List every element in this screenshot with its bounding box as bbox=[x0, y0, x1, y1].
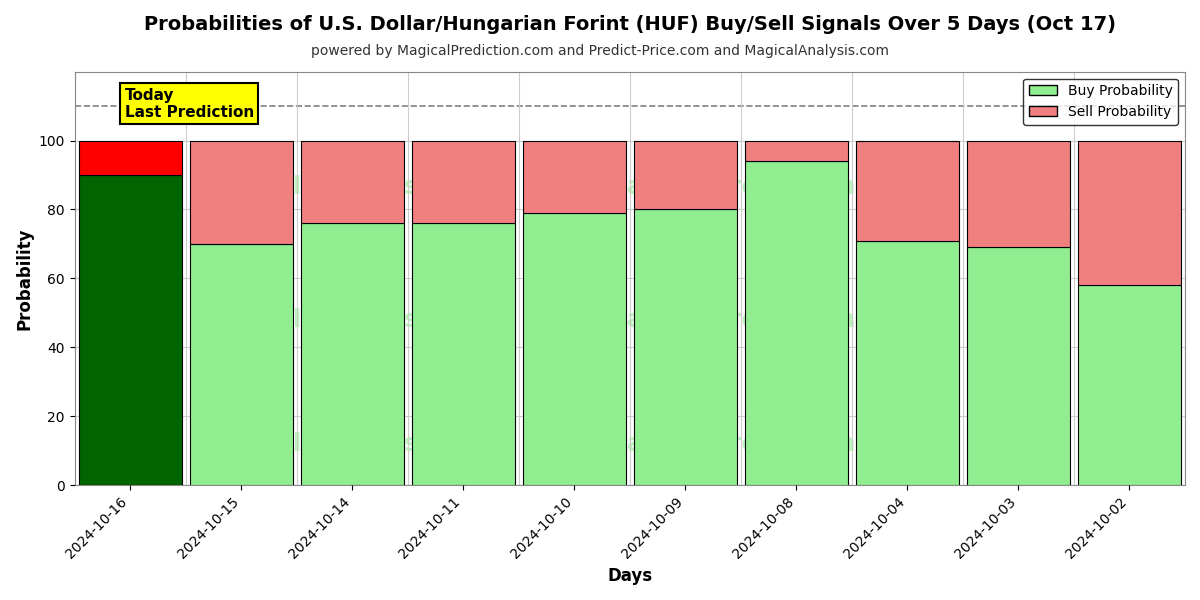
Bar bbox=[634, 140, 737, 209]
Bar bbox=[412, 223, 515, 485]
Bar bbox=[967, 247, 1070, 485]
Bar bbox=[523, 140, 626, 213]
Text: MagicalPrediction.com: MagicalPrediction.com bbox=[602, 175, 924, 199]
Text: MagicalPrediction.com: MagicalPrediction.com bbox=[602, 308, 924, 332]
Bar bbox=[190, 140, 293, 244]
Y-axis label: Probability: Probability bbox=[16, 227, 34, 329]
Text: powered by MagicalPrediction.com and Predict-Price.com and MagicalAnalysis.com: powered by MagicalPrediction.com and Pre… bbox=[311, 44, 889, 58]
Bar bbox=[1078, 286, 1181, 485]
Bar bbox=[412, 140, 515, 223]
Text: Today
Last Prediction: Today Last Prediction bbox=[125, 88, 254, 120]
Text: calAnalysis.com: calAnalysis.com bbox=[262, 308, 487, 332]
Bar bbox=[78, 140, 182, 175]
Legend: Buy Probability, Sell Probability: Buy Probability, Sell Probability bbox=[1024, 79, 1178, 125]
Bar bbox=[78, 175, 182, 485]
Text: MagicalPrediction.com: MagicalPrediction.com bbox=[602, 432, 924, 456]
Bar bbox=[745, 161, 848, 485]
Title: Probabilities of U.S. Dollar/Hungarian Forint (HUF) Buy/Sell Signals Over 5 Days: Probabilities of U.S. Dollar/Hungarian F… bbox=[144, 15, 1116, 34]
Bar bbox=[634, 209, 737, 485]
Text: calAnalysis.com: calAnalysis.com bbox=[262, 432, 487, 456]
X-axis label: Days: Days bbox=[607, 567, 653, 585]
Bar bbox=[523, 213, 626, 485]
Bar bbox=[190, 244, 293, 485]
Bar bbox=[967, 140, 1070, 247]
Bar bbox=[301, 223, 404, 485]
Bar bbox=[856, 241, 959, 485]
Bar bbox=[856, 140, 959, 241]
Text: calAnalysis.com: calAnalysis.com bbox=[262, 175, 487, 199]
Bar bbox=[301, 140, 404, 223]
Bar bbox=[1078, 140, 1181, 286]
Bar bbox=[745, 140, 848, 161]
